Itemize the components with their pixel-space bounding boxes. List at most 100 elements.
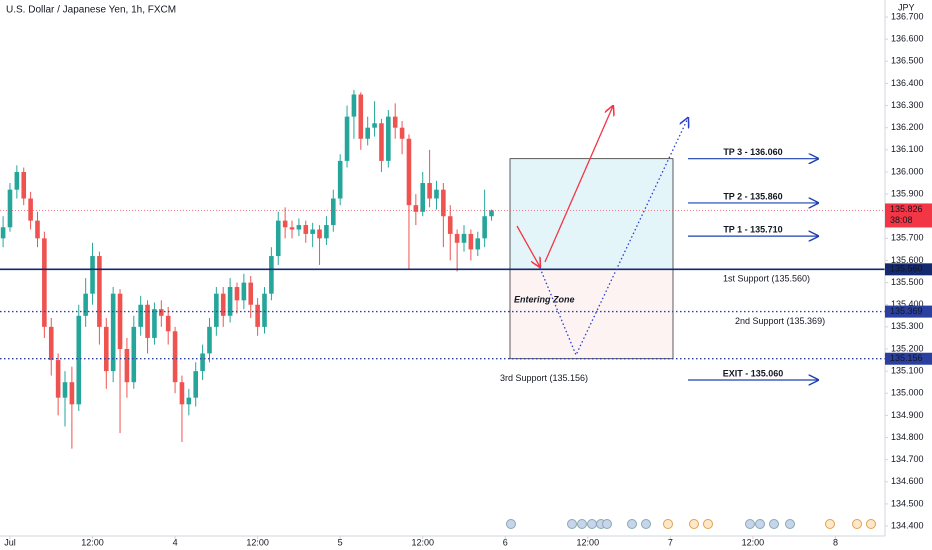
candle-body <box>399 127 405 139</box>
last-price-tag-label: 135.826 <box>890 204 923 214</box>
y-tick-label: 135.900 <box>891 188 924 198</box>
candle-body <box>83 293 88 316</box>
candle-body <box>124 348 130 383</box>
y-tick-label: 135.200 <box>891 343 924 353</box>
candle-body <box>145 304 150 338</box>
candle-body <box>234 287 240 301</box>
candle-body <box>275 220 281 257</box>
y-tick-label: 135.100 <box>891 366 924 376</box>
x-tick-label: 8 <box>833 537 838 547</box>
candle-body <box>441 189 446 217</box>
y-tick-label: 135.400 <box>891 299 924 309</box>
x-tick-label: Jul <box>4 537 16 547</box>
candle-body <box>468 233 474 250</box>
candle-body <box>152 309 157 338</box>
candles <box>0 90 494 449</box>
event-icons <box>506 519 876 529</box>
event-icon <box>627 519 637 529</box>
event-icon <box>663 519 673 529</box>
target-label: TP 1 - 135.710 <box>723 225 782 235</box>
candle-body <box>227 287 233 316</box>
y-tick-label: 134.400 <box>891 520 924 530</box>
bull-path-arrow <box>544 106 613 263</box>
candle-body <box>296 225 302 230</box>
candle-body <box>193 371 199 398</box>
zone-label: Entering Zone <box>514 295 575 305</box>
candle-body <box>62 382 68 398</box>
candle-body <box>269 256 274 294</box>
candle-body <box>434 189 439 199</box>
candle-body <box>220 293 226 316</box>
event-icon <box>755 519 765 529</box>
alt-path-arrow <box>539 118 688 357</box>
candle-body <box>90 256 95 294</box>
support-tag-label: 135.156 <box>890 353 923 363</box>
entry-arrow <box>516 225 540 267</box>
candle-body <box>372 123 377 128</box>
candle-body <box>365 127 370 139</box>
candle-body <box>69 382 75 405</box>
candle-body <box>97 256 102 327</box>
countdown-label: 38:08 <box>890 215 913 225</box>
candle-body <box>317 229 322 239</box>
support-tag <box>885 263 932 276</box>
candle-body <box>241 282 247 301</box>
candle-body <box>406 138 412 206</box>
candle-body <box>289 227 295 230</box>
candle-body <box>28 198 33 221</box>
x-tick-label: 12:00 <box>577 537 600 547</box>
x-tick-label: 7 <box>668 537 673 547</box>
candle-body <box>76 315 82 405</box>
y-tick-label: 136.600 <box>891 34 924 44</box>
event-icon <box>866 519 876 529</box>
candle-body <box>138 304 143 327</box>
support-label: 2nd Support (135.369) <box>735 316 825 326</box>
candle-body <box>159 309 164 316</box>
axis-labels: 134.400 134.500 134.600 134.700 134.800 134.9… <box>4 11 932 547</box>
candle-body <box>186 397 192 405</box>
event-icon <box>745 519 755 529</box>
candle-body <box>21 171 27 199</box>
x-tick-label: 5 <box>338 537 343 547</box>
zones <box>509 158 674 360</box>
x-tick-label: 12:00 <box>246 537 269 547</box>
y-tick-label: 134.800 <box>891 432 924 442</box>
chart-title: U.S. Dollar / Japanese Yen, 1h, FXCM <box>6 5 176 16</box>
candle-body <box>482 216 487 239</box>
candle-body <box>35 220 40 239</box>
y-tick-label: 135.600 <box>891 255 924 265</box>
event-icon <box>641 519 651 529</box>
candle-body <box>413 205 419 212</box>
candle-body <box>165 315 171 332</box>
candle-body <box>172 331 178 383</box>
candle-body <box>117 293 123 349</box>
candle-body <box>386 116 391 161</box>
target-label: TP 3 - 136.060 <box>723 147 782 157</box>
profit-zone <box>509 158 674 270</box>
y-tick-label: 136.700 <box>891 11 924 21</box>
currency-label: JPY <box>898 2 915 12</box>
y-tick-label: 134.600 <box>891 476 924 486</box>
last-price-tag <box>885 203 932 228</box>
candle-body <box>103 326 109 372</box>
candle-body <box>0 227 6 239</box>
candle-body <box>179 382 185 405</box>
support-label: 3rd Support (135.156) <box>500 373 588 383</box>
support-tag <box>885 352 932 365</box>
y-tick-label: 134.500 <box>891 498 924 508</box>
candle-body <box>214 293 219 327</box>
event-icon <box>577 519 587 529</box>
stop-zone <box>509 268 674 360</box>
candle-body <box>351 94 357 117</box>
candle-body <box>48 326 54 361</box>
y-tick-label: 136.300 <box>891 100 924 110</box>
event-icon <box>769 519 779 529</box>
event-icon <box>602 519 612 529</box>
candle-body <box>344 116 350 161</box>
candle-body <box>392 116 398 128</box>
candle-body <box>55 360 61 398</box>
support-label: 1st Support (135.560) <box>723 274 810 284</box>
y-tick-label: 136.100 <box>891 144 924 154</box>
